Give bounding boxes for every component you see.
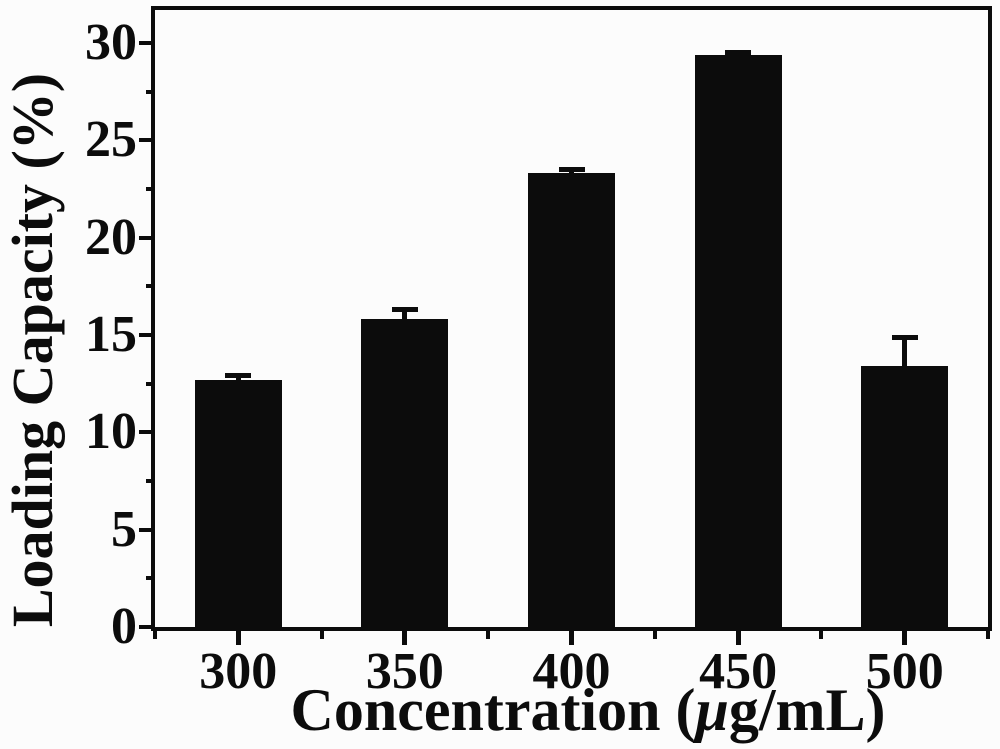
y-minor-tick xyxy=(146,381,155,386)
error-bar-cap xyxy=(225,373,252,379)
x-tick-label: 350 xyxy=(365,643,444,700)
x-minor-tick xyxy=(486,631,491,639)
error-bar-cap xyxy=(725,50,752,56)
y-major-tick xyxy=(139,527,155,532)
bar xyxy=(194,379,282,627)
bar xyxy=(361,319,449,627)
x-axis-title-prefix: Concentration ( xyxy=(290,677,696,743)
error-bar-stem xyxy=(402,309,408,320)
y-major-tick xyxy=(139,138,155,143)
error-bar-cap xyxy=(558,167,585,173)
x-major-tick xyxy=(402,631,408,645)
x-tick-label: 450 xyxy=(699,643,778,700)
y-major-tick xyxy=(139,333,155,338)
y-tick-label: 0 xyxy=(111,598,137,655)
error-bar-cap xyxy=(391,307,418,313)
x-minor-tick xyxy=(153,631,157,639)
y-minor-tick xyxy=(146,187,155,192)
y-tick-label: 20 xyxy=(85,208,137,266)
x-tick-label: 400 xyxy=(532,643,611,700)
x-minor-tick xyxy=(319,631,324,639)
x-major-tick xyxy=(569,631,574,645)
y-tick-label: 30 xyxy=(85,14,137,72)
y-minor-tick xyxy=(146,576,155,581)
error-bar-stem xyxy=(902,337,908,367)
y-tick-label: 5 xyxy=(111,500,137,558)
bar xyxy=(528,173,615,627)
y-tick-label: 25 xyxy=(85,111,137,169)
x-major-tick xyxy=(902,631,908,645)
x-minor-tick xyxy=(652,631,657,639)
x-tick-label: 300 xyxy=(199,643,278,700)
x-tick-label: 500 xyxy=(865,643,944,700)
x-minor-tick xyxy=(986,631,990,639)
plot-area xyxy=(151,6,992,631)
y-minor-tick xyxy=(146,284,155,289)
y-major-tick xyxy=(139,430,155,435)
x-minor-tick xyxy=(819,631,824,639)
y-major-tick xyxy=(139,41,155,46)
y-minor-tick xyxy=(146,479,155,484)
y-tick-label: 10 xyxy=(85,403,137,461)
x-major-tick xyxy=(235,631,241,645)
y-major-tick xyxy=(139,235,155,240)
x-axis-title-suffix: g/mL) xyxy=(728,677,886,743)
mu-symbol: μ xyxy=(695,677,729,743)
bar xyxy=(861,366,949,627)
error-bar-cap xyxy=(891,335,918,341)
bar xyxy=(694,54,782,627)
y-tick-label: 15 xyxy=(85,306,137,364)
x-axis-title: Concentration (μg/mL) xyxy=(291,678,886,742)
y-minor-tick xyxy=(146,89,155,94)
x-major-tick xyxy=(735,631,741,645)
y-major-tick xyxy=(139,625,155,629)
